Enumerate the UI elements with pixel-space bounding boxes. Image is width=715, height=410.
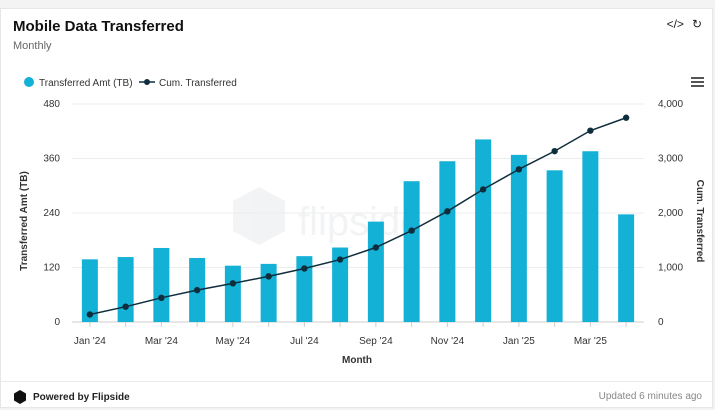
y2-tick-label: 3,000	[658, 154, 683, 165]
x-tick-label: Jan '24	[74, 336, 106, 347]
watermark-text: flipside	[298, 200, 423, 244]
y2-axis-label: Cum. Transferred	[694, 180, 705, 263]
powered-by[interactable]: Powered by Flipside	[13, 390, 130, 404]
x-axis-label: Month	[342, 355, 372, 366]
legend: Transferred Amt (TB) Cum. Transferred	[24, 77, 237, 89]
x-tick-label: Nov '24	[431, 336, 465, 347]
refresh-icon[interactable]: ↻	[691, 17, 702, 31]
y2-tick-label: 1,000	[658, 263, 683, 274]
line-point[interactable]	[229, 280, 237, 287]
bar[interactable]	[510, 154, 527, 322]
cumulative-line	[86, 114, 630, 318]
line-point[interactable]	[587, 127, 594, 134]
bar[interactable]	[475, 139, 492, 322]
bar[interactable]	[260, 263, 277, 322]
line-point[interactable]	[122, 303, 129, 310]
code-icon[interactable]: </>	[666, 17, 684, 31]
bar[interactable]	[332, 247, 349, 322]
flipside-logo-icon	[233, 187, 285, 245]
cumulative-line-path	[89, 117, 627, 316]
bar[interactable]	[439, 161, 456, 322]
bar[interactable]	[546, 170, 563, 322]
flipside-logo-icon	[14, 390, 26, 404]
y2-axis-ticks: 0 1,000 2,000 3,000 4,000	[658, 99, 683, 328]
x-axis-ticks: Jan '24 Mar '24 May '24 Jul '24 Sep '24 Nov '…	[74, 322, 627, 347]
legend-item-bar[interactable]: Transferred Amt (TB)	[24, 77, 133, 89]
line-point[interactable]	[86, 311, 94, 318]
y-tick-label: 360	[43, 154, 60, 165]
line-point[interactable]	[515, 166, 523, 173]
bar[interactable]	[153, 247, 170, 322]
line-point[interactable]	[444, 208, 451, 215]
chart-card: Mobile Data Transferred Monthly </> ↻ fl…	[0, 8, 713, 408]
line-point[interactable]	[479, 186, 487, 193]
y-tick-label: 0	[54, 317, 60, 328]
bar[interactable]	[582, 151, 599, 322]
y-axis-label: Transferred Amt (TB)	[19, 171, 30, 271]
y2-tick-label: 0	[658, 317, 664, 328]
footer: Powered by Flipside Updated 6 minutes ag…	[1, 381, 712, 410]
powered-by-text: Powered by Flipside	[33, 391, 130, 403]
hamburger-menu-icon[interactable]	[691, 77, 704, 87]
x-tick-label: Jul '24	[290, 336, 319, 347]
x-tick-label: Mar '25	[574, 336, 607, 347]
line-point[interactable]	[265, 273, 272, 280]
line-point[interactable]	[301, 265, 308, 272]
bar[interactable]	[224, 265, 241, 322]
y2-tick-label: 4,000	[658, 99, 683, 110]
chart-subtitle: Monthly	[13, 40, 52, 52]
card-actions: </> ↻	[667, 17, 702, 31]
line-point[interactable]	[336, 256, 344, 263]
y-axis-ticks: 0 120 240 360 480	[43, 99, 60, 328]
chart-title: Mobile Data Transferred	[13, 18, 184, 35]
y2-tick-label: 2,000	[658, 208, 683, 219]
line-point[interactable]	[551, 147, 558, 155]
x-tick-label: May '24	[216, 336, 251, 347]
bar[interactable]	[618, 214, 635, 322]
line-point[interactable]	[408, 227, 415, 234]
y-tick-label: 120	[43, 263, 60, 274]
updated-text: Updated 6 minutes ago	[598, 391, 702, 402]
line-point[interactable]	[158, 294, 165, 302]
y-tick-label: 240	[43, 208, 60, 219]
bar[interactable]	[403, 181, 420, 322]
legend-label-line: Cum. Transferred	[159, 78, 237, 89]
watermark: flipside	[233, 187, 423, 245]
bar[interactable]	[296, 256, 313, 322]
legend-label-bar: Transferred Amt (TB)	[39, 78, 133, 89]
x-tick-label: Mar '24	[145, 336, 178, 347]
line-point[interactable]	[372, 244, 380, 251]
bar[interactable]	[367, 221, 384, 322]
y-tick-label: 480	[43, 99, 60, 110]
bar[interactable]	[81, 259, 98, 322]
bar[interactable]	[117, 257, 134, 322]
line-point[interactable]	[193, 286, 201, 294]
x-tick-label: Jan '25	[503, 336, 535, 347]
line-point[interactable]	[622, 114, 630, 121]
x-tick-label: Sep '24	[359, 336, 393, 347]
legend-item-line[interactable]: Cum. Transferred	[139, 78, 237, 89]
chart-svg: flipside Transferred Amt (TB) Cum. Trans…	[19, 77, 705, 366]
